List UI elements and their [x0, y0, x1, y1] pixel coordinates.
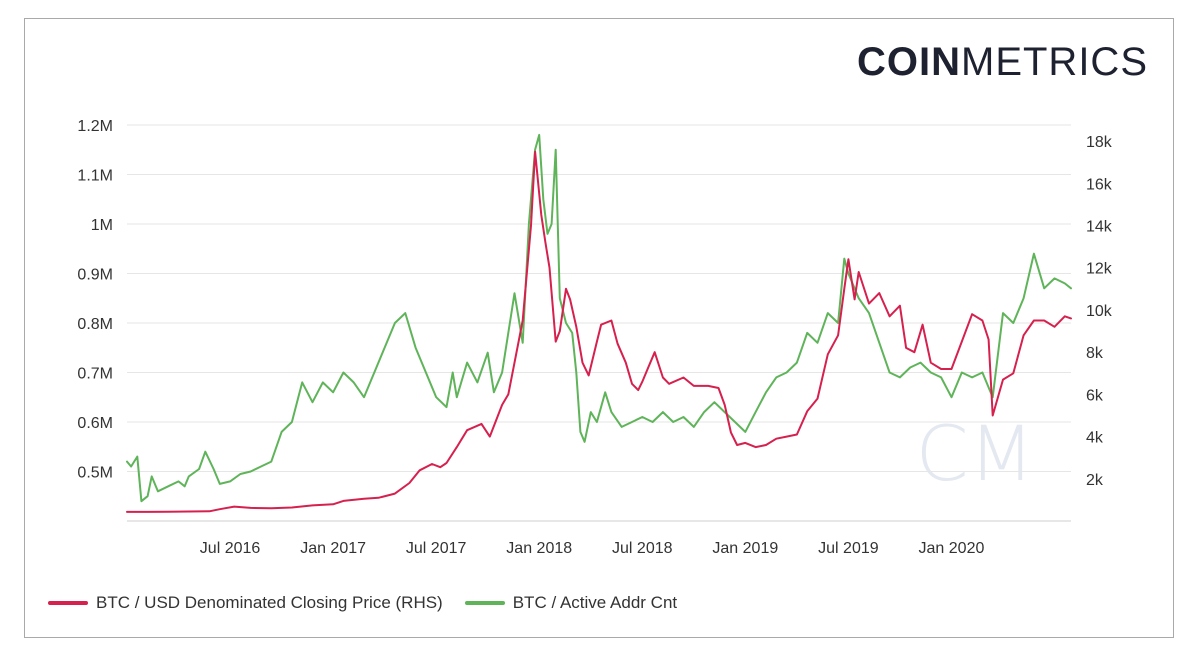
logo-text-metrics: METRICS: [961, 40, 1148, 84]
y-right-tick-label: 4k: [1086, 430, 1104, 447]
x-tick-label: Jan 2018: [506, 540, 572, 557]
chart-legend: BTC / USD Denominated Closing Price (RHS…: [48, 593, 699, 613]
y-right-tick-label: 12k: [1086, 261, 1113, 278]
x-tick-label: Jul 2016: [200, 540, 261, 557]
legend-item-active-addr[interactable]: BTC / Active Addr Cnt: [464, 593, 678, 613]
x-tick-label: Jan 2020: [919, 540, 985, 557]
watermark-logo: CM: [916, 409, 1035, 498]
y-left-tick-label: 0.6M: [77, 415, 113, 432]
legend-item-price[interactable]: BTC / USD Denominated Closing Price (RHS…: [48, 593, 443, 613]
x-tick-label: Jan 2019: [712, 540, 778, 557]
x-tick-label: Jan 2017: [300, 540, 366, 557]
x-tick-label: Jul 2018: [612, 540, 673, 557]
y-right-tick-label: 6k: [1086, 387, 1104, 404]
y-right-tick-label: 2k: [1086, 472, 1104, 489]
x-tick-label: Jul 2017: [406, 540, 467, 557]
legend-label-price: BTC / USD Denominated Closing Price (RHS…: [96, 593, 443, 612]
y-left-tick-label: 1M: [91, 217, 113, 234]
y-left-tick-label: 1.2M: [77, 118, 113, 135]
y-left-tick-label: 0.5M: [77, 464, 113, 481]
legend-swatch-price: [48, 601, 88, 605]
series-line-price: [126, 150, 1072, 513]
x-tick-label: Jul 2019: [818, 540, 879, 557]
y-right-tick-label: 16k: [1086, 176, 1113, 193]
legend-swatch-active-addr: [464, 601, 505, 605]
y-right-tick-label: 14k: [1086, 219, 1113, 236]
y-right-tick-label: 8k: [1086, 345, 1104, 362]
y-right-tick-label: 10k: [1086, 303, 1113, 320]
y-right-tick-label: 18k: [1086, 134, 1113, 151]
y-left-tick-label: 0.9M: [77, 266, 113, 283]
y-left-tick-label: 0.8M: [77, 316, 113, 333]
coinmetrics-logo: COINMETRICS: [857, 42, 1148, 82]
logo-text-coin: COIN: [857, 40, 961, 84]
y-left-tick-label: 0.7M: [77, 365, 113, 382]
chart-frame: [24, 18, 1174, 638]
legend-label-active-addr: BTC / Active Addr Cnt: [512, 593, 678, 612]
y-left-tick-label: 1.1M: [77, 167, 113, 184]
